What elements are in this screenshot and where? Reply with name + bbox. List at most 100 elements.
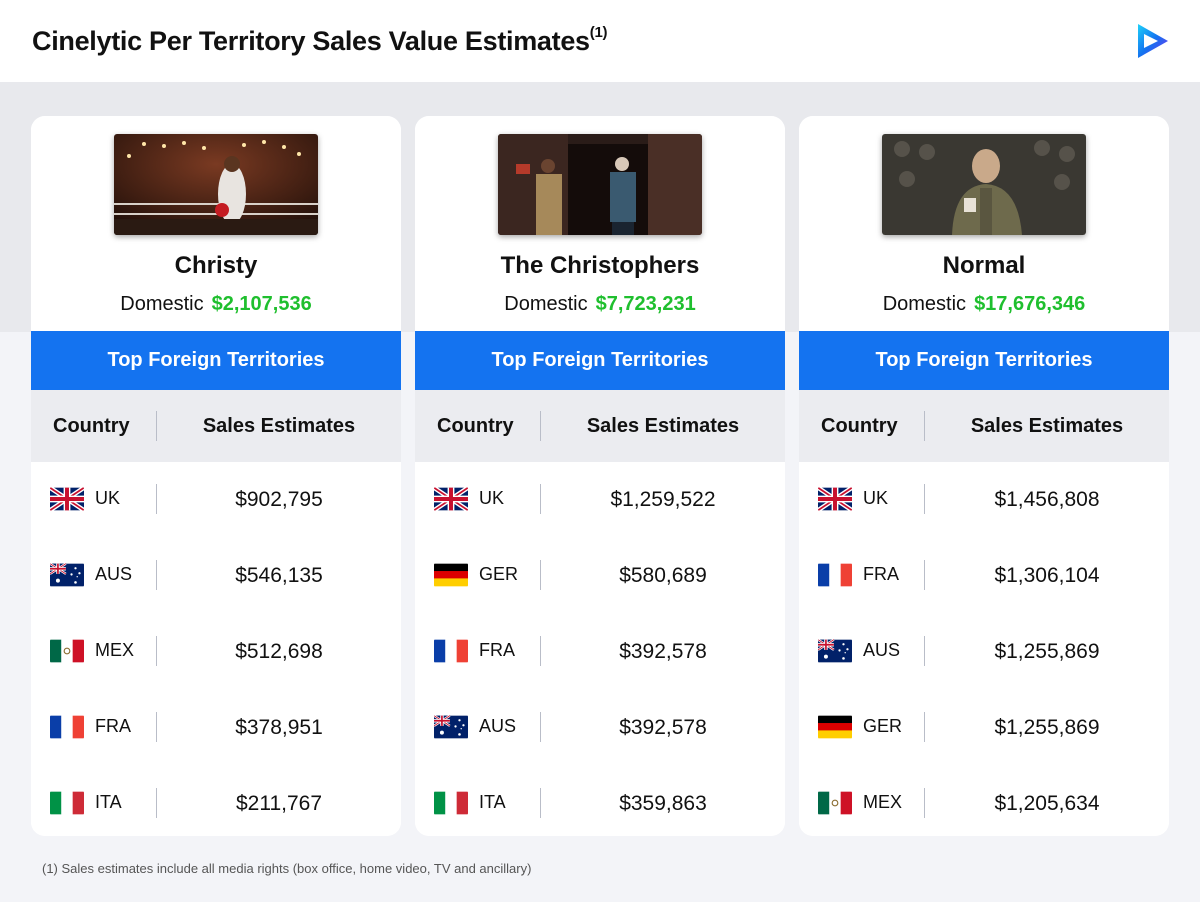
country-code: UK xyxy=(863,488,889,508)
ger-flag-icon xyxy=(818,715,852,739)
domestic-value: $2,107,536 xyxy=(211,293,312,315)
country-code: UK xyxy=(479,488,505,508)
movie-card-normal: Normal Domestic $17,676,346 Top Foreign T… xyxy=(799,116,1169,836)
top-foreign-territories-header: Top Foreign Territories xyxy=(415,331,785,390)
country-column-header: Country xyxy=(821,415,898,437)
movie-card-christy: Christy Domestic $2,107,536 Top Foreign T… xyxy=(31,116,401,836)
movie-still-image xyxy=(114,134,318,235)
sales-value: $359,863 xyxy=(619,792,707,815)
column-divider xyxy=(156,484,157,514)
fra-flag-icon xyxy=(50,715,84,739)
mex-flag-icon xyxy=(50,639,84,663)
uk-flag-icon xyxy=(818,487,852,511)
column-divider xyxy=(924,712,925,742)
country-column-header: Country xyxy=(53,415,130,437)
country-code: MEX xyxy=(863,792,903,812)
country-code: ITA xyxy=(479,792,506,812)
table-row: MEX $1,205,634 xyxy=(799,766,1169,836)
ger-flag-icon xyxy=(434,563,468,587)
uk-flag-icon xyxy=(50,487,84,511)
column-divider xyxy=(924,636,925,666)
column-divider xyxy=(540,560,541,590)
country-code: MEX xyxy=(95,640,135,660)
table-row: AUS $1,255,869 xyxy=(799,614,1169,688)
table-row: ITA $211,767 xyxy=(31,766,401,836)
table-row: MEX $512,698 xyxy=(31,614,401,688)
top-foreign-territories-header: Top Foreign Territories xyxy=(799,331,1169,390)
domestic-label: Domestic xyxy=(504,293,588,315)
card-top: Normal Domestic $17,676,346 xyxy=(799,116,1169,331)
footnote: (1) Sales estimates include all media ri… xyxy=(42,861,532,876)
movie-still-image xyxy=(498,134,702,235)
title-footnote-marker: (1) xyxy=(589,24,608,41)
domestic-value: $17,676,346 xyxy=(974,293,1086,315)
sales-column-header: Sales Estimates xyxy=(202,415,356,437)
table-row: AUS $546,135 xyxy=(31,538,401,612)
sales-value: $1,456,808 xyxy=(994,488,1100,511)
sales-value: $902,795 xyxy=(235,488,323,511)
domestic-line: Domestic $2,107,536 xyxy=(31,293,401,316)
table-row: FRA $1,306,104 xyxy=(799,538,1169,612)
column-divider xyxy=(540,712,541,742)
table-header: Country Sales Estimates xyxy=(415,390,785,462)
column-divider xyxy=(924,484,925,514)
aus-flag-icon xyxy=(818,639,852,663)
domestic-line: Domestic $7,723,231 xyxy=(415,293,785,316)
column-divider xyxy=(156,712,157,742)
movie-title: Christy xyxy=(174,252,258,279)
table-row: GER $1,255,869 xyxy=(799,690,1169,764)
fra-flag-icon xyxy=(818,563,852,587)
column-divider xyxy=(156,560,157,590)
domestic-line: Domestic $17,676,346 xyxy=(799,293,1169,316)
movie-title: The Christophers xyxy=(500,252,700,279)
play-logo-icon xyxy=(1138,24,1168,58)
table-row: GER $580,689 xyxy=(415,538,785,612)
country-code: AUS xyxy=(863,640,901,660)
page-title: Cinelytic Per Territory Sales Value Esti… xyxy=(32,24,608,57)
country-column-header: Country xyxy=(437,415,514,437)
country-code: GER xyxy=(479,564,519,584)
fra-flag-icon xyxy=(434,639,468,663)
country-code: FRA xyxy=(95,716,131,736)
domestic-value: $7,723,231 xyxy=(595,293,696,315)
sales-value: $546,135 xyxy=(235,564,323,587)
ita-flag-icon xyxy=(50,791,84,815)
column-divider xyxy=(540,484,541,514)
movie-still-image xyxy=(882,134,1086,235)
country-code: FRA xyxy=(863,564,899,584)
ita-flag-icon xyxy=(434,791,468,815)
sales-value: $1,255,869 xyxy=(994,640,1100,663)
table-row: ITA $359,863 xyxy=(415,766,785,836)
sales-column-header: Sales Estimates xyxy=(970,415,1124,437)
table-header: Country Sales Estimates xyxy=(799,390,1169,462)
country-code: UK xyxy=(95,488,121,508)
column-divider xyxy=(924,788,925,818)
country-code: AUS xyxy=(95,564,133,584)
aus-flag-icon xyxy=(434,715,468,739)
sales-value: $580,689 xyxy=(619,564,707,587)
sales-value: $1,255,869 xyxy=(994,716,1100,739)
table-row: FRA $378,951 xyxy=(31,690,401,764)
sales-value: $378,951 xyxy=(235,716,323,739)
mex-flag-icon xyxy=(818,791,852,815)
sales-column-header: Sales Estimates xyxy=(586,415,740,437)
table-row: AUS $392,578 xyxy=(415,690,785,764)
top-foreign-territories-header: Top Foreign Territories xyxy=(31,331,401,390)
movie-card-the-christophers: The Christophers Domestic $7,723,231 Top … xyxy=(415,116,785,836)
sales-value: $512,698 xyxy=(235,640,323,663)
column-divider xyxy=(156,411,157,441)
country-code: ITA xyxy=(95,792,122,812)
uk-flag-icon xyxy=(434,487,468,511)
column-divider xyxy=(924,411,925,441)
column-divider xyxy=(156,636,157,666)
domestic-label: Domestic xyxy=(120,293,204,315)
table-row: UK $902,795 xyxy=(31,462,401,536)
page-header: Cinelytic Per Territory Sales Value Esti… xyxy=(0,0,1200,82)
country-code: AUS xyxy=(479,716,517,736)
movie-title: Normal xyxy=(942,252,1026,279)
table-header: Country Sales Estimates xyxy=(31,390,401,462)
sales-value: $392,578 xyxy=(619,640,707,663)
column-divider xyxy=(540,636,541,666)
country-code: GER xyxy=(863,716,903,736)
aus-flag-icon xyxy=(50,563,84,587)
